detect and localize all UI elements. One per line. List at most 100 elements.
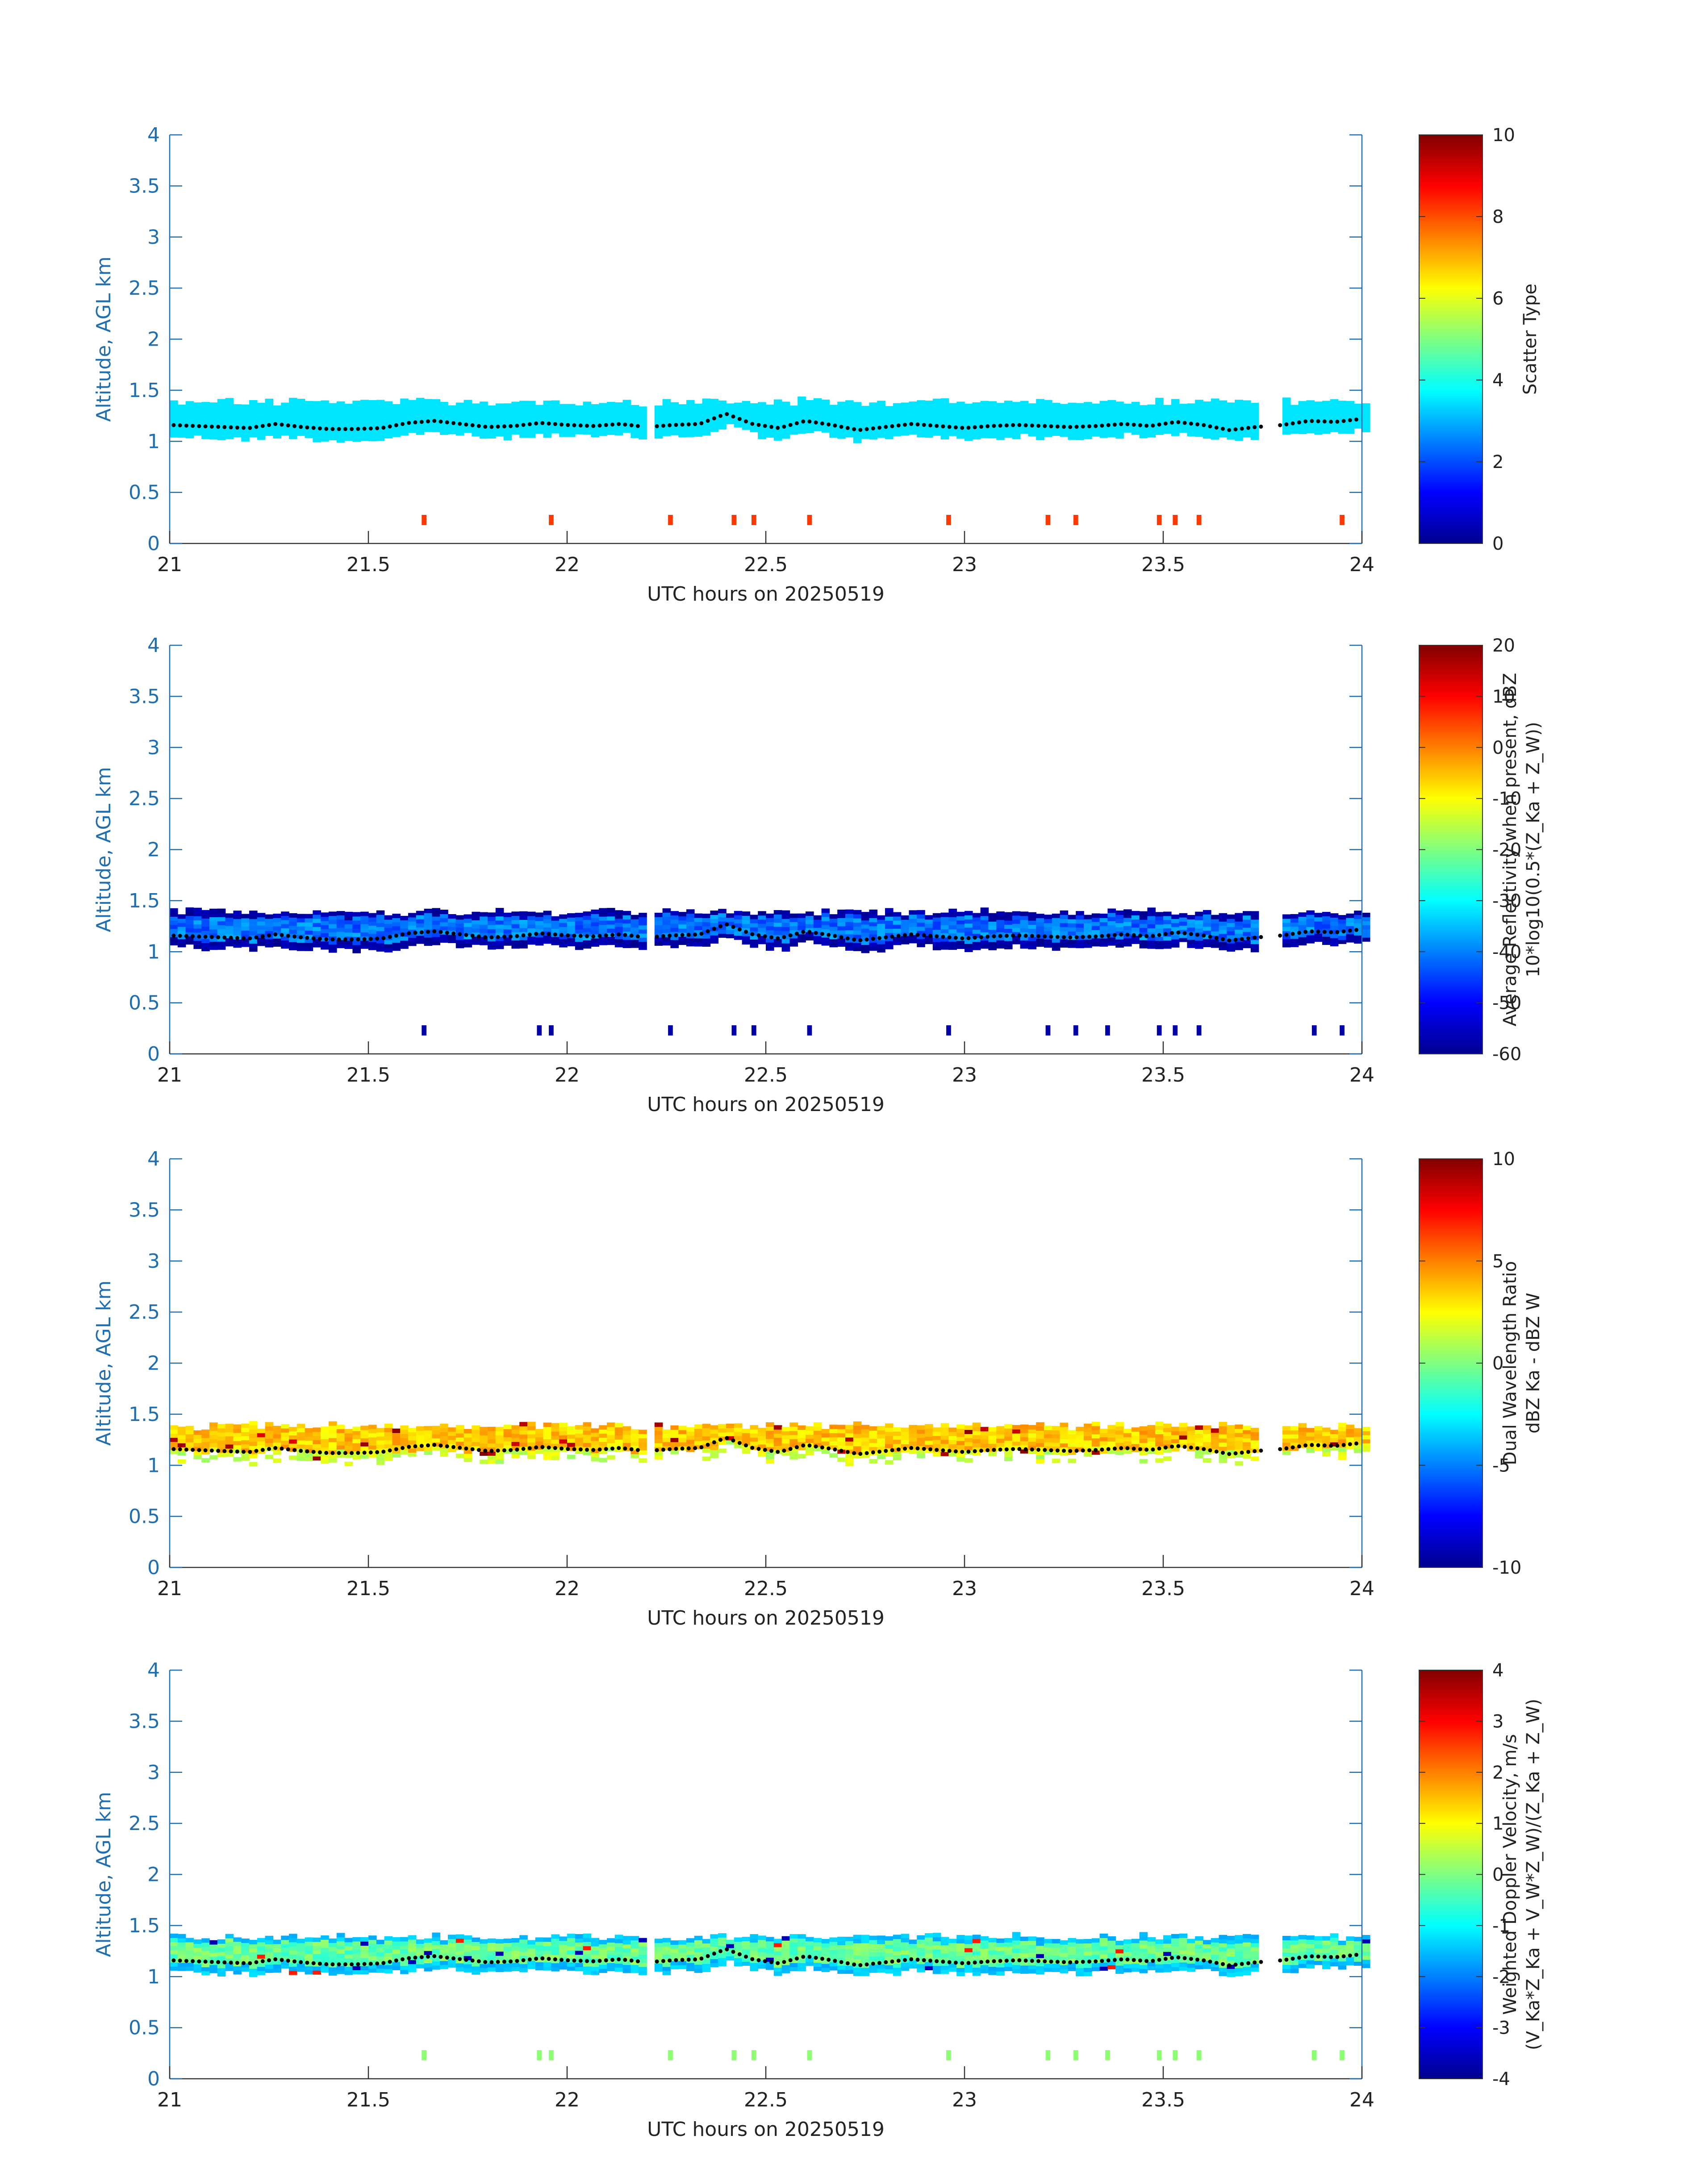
heatmap-cell: [177, 926, 186, 931]
heatmap-cell: [718, 417, 727, 422]
heatmap-cell: [813, 1430, 822, 1435]
heatmap-cell: [1203, 1442, 1211, 1446]
heatmap-cell: [1330, 1433, 1339, 1438]
heatmap-cell: [1052, 1446, 1061, 1451]
heatmap-cell: [583, 405, 592, 410]
heatmap-cell: [1250, 435, 1259, 440]
heatmap-cell: [1290, 429, 1299, 434]
heatmap-cell: [622, 1952, 631, 1957]
heatmap-cell: [448, 1935, 456, 1939]
heatmap-cell: [1052, 1442, 1061, 1447]
heatmap-cell: [599, 1968, 607, 1973]
heatmap-cell: [1243, 915, 1251, 920]
heatmap-cell: [639, 921, 647, 926]
heatmap-cell: [599, 411, 607, 416]
heatmap-cell: [329, 940, 337, 945]
heatmap-cell: [289, 414, 297, 419]
heatmap-cell: [1362, 403, 1370, 408]
heatmap-cell: [861, 924, 870, 929]
cloud-base-dot: [1138, 933, 1142, 938]
heatmap-cell: [177, 914, 186, 919]
cloud-base-dot: [731, 1438, 735, 1443]
heatmap-cell: [917, 433, 925, 438]
heatmap-cell: [440, 1436, 448, 1441]
heatmap-cell: [686, 420, 695, 425]
heatmap-cell: [742, 936, 751, 940]
y-tick-label: 2: [147, 1352, 160, 1375]
cloud-base-dot: [521, 423, 526, 427]
heatmap-cell: [1012, 1441, 1021, 1446]
heatmap-cell: [599, 940, 607, 945]
heatmap-cell: [1250, 940, 1259, 944]
heatmap-cell: [170, 920, 178, 925]
cloud-base-dot: [330, 1451, 335, 1455]
heatmap-cell: [1084, 422, 1092, 427]
heatmap-cell: [432, 415, 440, 420]
heatmap-cell: [305, 1432, 313, 1437]
cloud-base-dot: [527, 1446, 532, 1450]
heatmap-cell: [1091, 1421, 1100, 1426]
cloud-base-dot: [782, 425, 786, 429]
heatmap-cell: [901, 1436, 910, 1440]
heatmap-cell: [798, 913, 806, 918]
y-axis-label: Altitude, AGL km: [92, 1280, 115, 1446]
heatmap-cell: [480, 1427, 488, 1432]
heatmap-cell: [527, 429, 536, 434]
heatmap-cell: [360, 1442, 369, 1447]
x-tick-label: 21: [157, 1577, 182, 1600]
heatmap-cell: [996, 415, 1005, 420]
heatmap-cell: [1036, 922, 1044, 927]
heatmap-cell: [193, 402, 202, 407]
heatmap-cell: [829, 1429, 838, 1433]
heatmap-cell: [472, 928, 480, 933]
heatmap-cell: [631, 1948, 639, 1953]
heatmap-cell: [1076, 415, 1084, 420]
heatmap-cell: [829, 918, 838, 923]
y-tick-label: 1.5: [129, 890, 160, 912]
heatmap-cell: [972, 1451, 981, 1456]
heatmap-cell: [686, 1942, 695, 1947]
heatmap-cell: [583, 1430, 592, 1435]
heatmap-cell: [1250, 923, 1259, 928]
heatmap-cell: [1147, 429, 1156, 434]
heatmap-cell: [424, 1430, 433, 1435]
heatmap-cell: [932, 1452, 941, 1457]
heatmap-cell: [988, 426, 997, 430]
cloud-base-dot: [1087, 935, 1091, 939]
heatmap-cell: [909, 1449, 917, 1454]
heatmap-cell: [1147, 404, 1156, 409]
heatmap-cell: [734, 919, 743, 924]
heatmap-cell: [464, 927, 472, 931]
x-tick-label: 21: [157, 553, 182, 576]
heatmap-cell: [1139, 911, 1148, 916]
heatmap-cell: [798, 926, 806, 931]
heatmap-cell: [1004, 940, 1013, 945]
heatmap-cell: [519, 401, 528, 405]
cloud-base-dot: [451, 1445, 455, 1449]
heatmap-cell: [694, 1437, 703, 1442]
heatmap-cell: [861, 1437, 870, 1442]
heatmap-cell: [1115, 1434, 1124, 1439]
heatmap-cell: [1322, 425, 1331, 430]
heatmap-cell: [488, 1955, 496, 1960]
cloud-base-dot: [852, 937, 856, 942]
heatmap-cell: [1076, 427, 1084, 432]
cloud-base-dot: [1214, 1450, 1219, 1454]
heatmap-cell: [495, 1964, 504, 1968]
heatmap-cell: [1155, 1442, 1164, 1446]
heatmap-cell: [631, 919, 639, 923]
heatmap-cell: [503, 432, 512, 437]
heatmap-cell: [177, 1435, 186, 1439]
heatmap-cell: [201, 947, 210, 952]
cloud-base-dot: [394, 423, 398, 427]
heatmap-cell: [654, 917, 663, 921]
heatmap-cell: [798, 1429, 806, 1434]
heatmap-cell: [1306, 931, 1315, 936]
heatmap-cell: [170, 1433, 178, 1438]
cloud-base-dot: [1125, 932, 1130, 937]
heatmap-cell: [344, 944, 353, 949]
heatmap-cell: [750, 939, 758, 944]
cloud-base-dot: [1227, 938, 1232, 943]
y-tick-label: 2.5: [129, 277, 160, 300]
